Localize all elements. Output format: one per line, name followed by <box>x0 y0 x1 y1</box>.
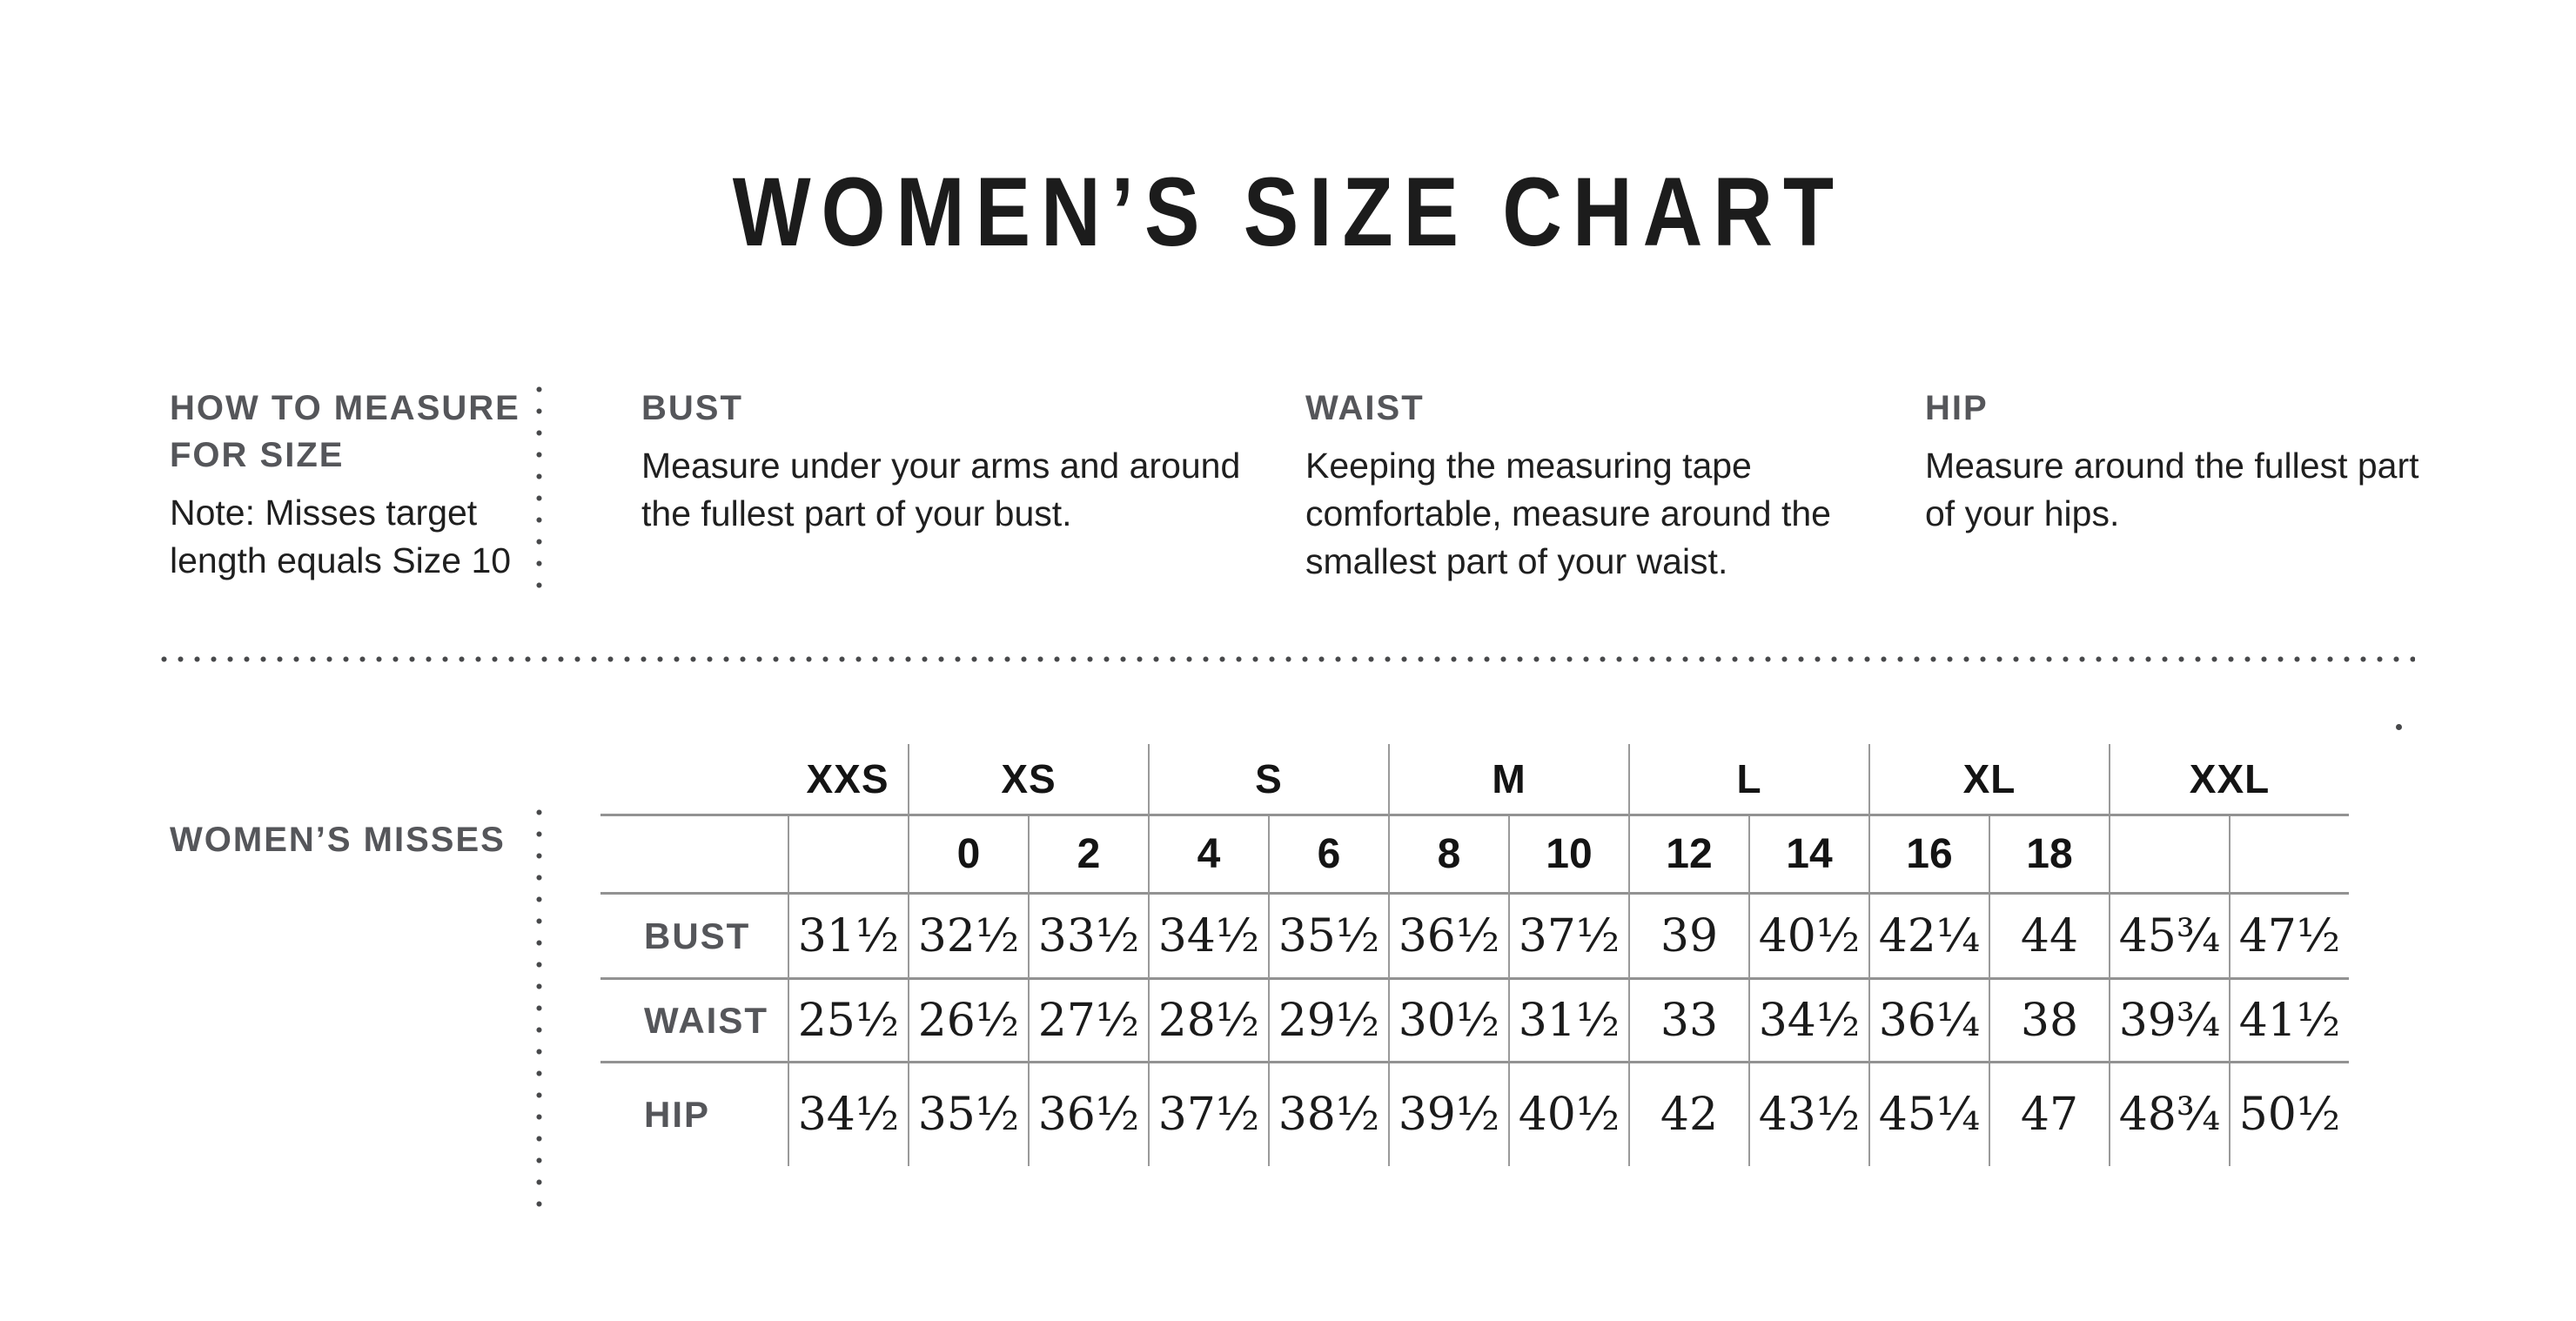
heading-line: HOW TO MEASURE <box>170 389 520 427</box>
numeric-size-2: 2 <box>1028 816 1148 895</box>
measurement-cell: 34½ <box>1748 980 1868 1063</box>
measurement-cell: 39 <box>1628 895 1748 980</box>
waist-instruction-column: WAIST Keeping the measuring tape comfort… <box>1305 385 1906 586</box>
waist-heading: WAIST <box>1305 389 1425 427</box>
numeric-size-16: 16 <box>1868 816 1989 895</box>
measurement-cell: 44 <box>1989 895 2109 980</box>
measurement-cell: 36½ <box>1388 895 1508 980</box>
numeric-size-4: 4 <box>1148 816 1268 895</box>
description-line: comfortable, measure around the <box>1305 493 1831 533</box>
measurement-cell: 45¾ <box>2109 895 2229 980</box>
size-group-header-m: M <box>1388 744 1628 816</box>
numeric-size-10: 10 <box>1508 816 1628 895</box>
measurement-cell: 45¼ <box>1868 1063 1989 1166</box>
measurement-cell: 39½ <box>1388 1063 1508 1166</box>
row-label-hip: HIP <box>644 1094 711 1135</box>
measurement-cell: 34½ <box>1148 895 1268 980</box>
measurement-cell: 41½ <box>2229 980 2349 1063</box>
description-line: of your hips. <box>1925 493 2120 533</box>
how-to-measure-heading: HOW TO MEASURE FOR SIZE <box>170 385 520 479</box>
measurement-cell: 35½ <box>1268 895 1388 980</box>
decorative-dot <box>2396 724 2402 730</box>
hip-instruction-column: HIP Measure around the fullest part of y… <box>1925 385 2560 538</box>
measurement-cell: 34½ <box>788 1063 908 1166</box>
description-line: Measure around the fullest part <box>1925 446 2419 486</box>
waist-description: Keeping the measuring tape comfortable, … <box>1305 442 1906 586</box>
numeric-size-8: 8 <box>1388 816 1508 895</box>
measurement-cell: 31½ <box>1508 980 1628 1063</box>
measurement-cell: 38½ <box>1268 1063 1388 1166</box>
measurement-cell: 29½ <box>1268 980 1388 1063</box>
size-table: XXS XS S M L XL XXL 0 2 4 6 8 10 12 14 16 18 BUST 31½ 32½ 33… <box>600 744 2349 1166</box>
size-group-header-l: L <box>1628 744 1868 816</box>
measurement-cell: 43½ <box>1748 1063 1868 1166</box>
numeric-size-12: 12 <box>1628 816 1748 895</box>
womens-misses-label: WOMEN’S MISSES <box>170 821 506 859</box>
page-title: WOMEN’S SIZE CHART <box>732 158 1844 266</box>
vertical-dotted-divider <box>536 809 542 1214</box>
measurement-cell: 47½ <box>2229 895 2349 980</box>
size-group-header-s: S <box>1148 744 1388 816</box>
measurement-cell: 27½ <box>1028 980 1148 1063</box>
measurement-cell: 33½ <box>1028 895 1148 980</box>
heading-line: FOR SIZE <box>170 436 345 474</box>
numeric-size-empty <box>788 816 908 895</box>
bust-heading: BUST <box>641 389 743 427</box>
hip-description: Measure around the fullest part of your … <box>1925 442 2560 538</box>
measurement-cell: 30½ <box>1388 980 1508 1063</box>
numeric-size-6: 6 <box>1268 816 1388 895</box>
row-label-waist: WAIST <box>600 980 788 1063</box>
numeric-size-18: 18 <box>1989 816 2109 895</box>
measurement-cell: 38 <box>1989 980 2109 1063</box>
description-line: the fullest part of your bust. <box>641 493 1072 533</box>
measurement-cell: 26½ <box>908 980 1028 1063</box>
measurement-cell: 40½ <box>1508 1063 1628 1166</box>
page-header: WOMEN’S SIZE CHART <box>0 164 2576 261</box>
measurement-cell: 31½ <box>788 895 908 980</box>
size-group-header-xxs: XXS <box>788 744 908 816</box>
measurement-cell: 37½ <box>1148 1063 1268 1166</box>
description-line: smallest part of your waist. <box>1305 541 1728 581</box>
vertical-dotted-divider <box>536 386 542 593</box>
measurement-cell: 48¾ <box>2109 1063 2229 1166</box>
row-label-bust: BUST <box>600 895 788 980</box>
numeric-size-0: 0 <box>908 816 1028 895</box>
how-to-measure-column: HOW TO MEASURE FOR SIZE Note: Misses tar… <box>170 385 520 585</box>
measure-note: Note: Misses target length equals Size 1… <box>170 489 518 585</box>
numeric-size-empty <box>2229 816 2349 895</box>
note-line: Note: Misses target <box>170 493 478 533</box>
note-line: length equals Size 10 <box>170 540 512 580</box>
numeric-size-14: 14 <box>1748 816 1868 895</box>
measurement-cell: 39¾ <box>2109 980 2229 1063</box>
measurement-cell: 32½ <box>908 895 1028 980</box>
measurement-cell: 35½ <box>908 1063 1028 1166</box>
size-group-header-xl: XL <box>1868 744 2109 816</box>
bust-description: Measure under your arms and around the f… <box>641 442 1285 538</box>
horizontal-dotted-divider <box>161 656 2415 662</box>
measurement-cell: 42¼ <box>1868 895 1989 980</box>
numeric-size-empty <box>2109 816 2229 895</box>
table-corner-spacer <box>600 744 788 816</box>
numeric-size-label-spacer <box>600 816 788 895</box>
measurement-cell: 33 <box>1628 980 1748 1063</box>
measurement-cell: 40½ <box>1748 895 1868 980</box>
description-line: Measure under your arms and around <box>641 446 1241 486</box>
measurement-cell: 37½ <box>1508 895 1628 980</box>
bust-instruction-column: BUST Measure under your arms and around … <box>641 385 1285 538</box>
measurement-cell: 42 <box>1628 1063 1748 1166</box>
measurement-cell: 36¼ <box>1868 980 1989 1063</box>
measurement-cell: 36½ <box>1028 1063 1148 1166</box>
size-group-header-xxl: XXL <box>2109 744 2349 816</box>
size-group-header-xs: XS <box>908 744 1148 816</box>
measurement-cell: 25½ <box>788 980 908 1063</box>
description-line: Keeping the measuring tape <box>1305 446 1752 486</box>
measurement-cell: 28½ <box>1148 980 1268 1063</box>
measurement-cell: 47 <box>1989 1063 2109 1166</box>
measurement-cell: 50½ <box>2229 1063 2349 1166</box>
hip-heading: HIP <box>1925 389 1989 427</box>
